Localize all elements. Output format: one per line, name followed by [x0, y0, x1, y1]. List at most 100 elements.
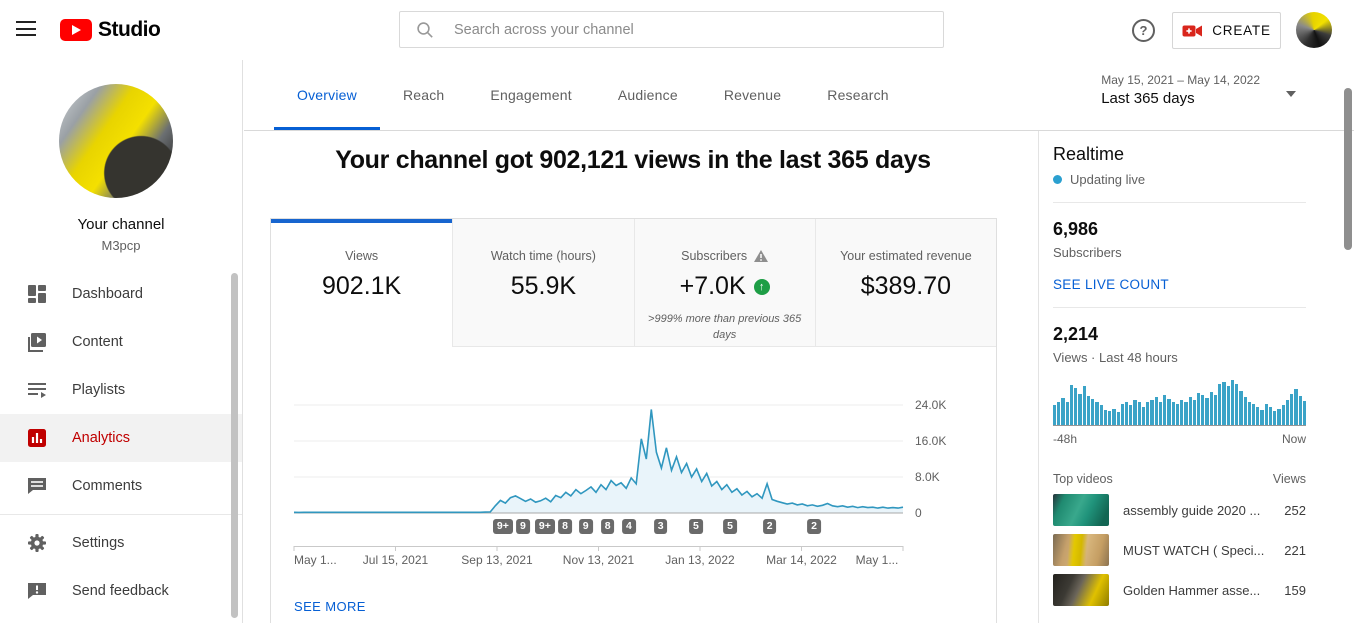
realtime-views-count: 2,214	[1053, 324, 1099, 344]
x-axis-label: Sep 13, 2021	[461, 553, 533, 567]
video-marker-chip[interactable]: 9+	[534, 519, 555, 534]
account-avatar[interactable]	[1296, 12, 1332, 48]
video-marker-chip[interactable]: 9+	[492, 519, 513, 534]
metric-card-watch-time[interactable]: Watch time (hours) 55.9K	[452, 219, 634, 347]
video-marker-chip[interactable]: 9	[578, 519, 593, 534]
page-title: Your channel got 902,121 views in the la…	[335, 146, 931, 174]
chart-video-markers: 9+ 9 9+ 8 9 8 4 3 5 5 2 2	[271, 519, 998, 536]
sidebar-scrollbar[interactable]	[231, 273, 238, 618]
sidebar-item-label: Playlists	[72, 382, 126, 398]
x-axis-label: Jan 13, 2022	[665, 553, 735, 567]
video-marker-chip[interactable]: 2	[762, 519, 777, 534]
sidebar-item-send-feedback[interactable]: Send feedback	[0, 567, 242, 615]
create-video-icon	[1182, 25, 1203, 36]
sidebar-item-analytics[interactable]: Analytics	[0, 414, 242, 462]
svg-text:0: 0	[915, 506, 922, 520]
tab-audience[interactable]: Audience	[617, 87, 678, 103]
sidebar-item-dashboard[interactable]: Dashboard	[0, 270, 242, 318]
video-thumbnail	[1053, 494, 1109, 526]
top-videos-views-header: Views	[1272, 472, 1306, 486]
x-axis-label: Jul 15, 2021	[362, 553, 429, 567]
warning-icon	[754, 250, 769, 262]
chevron-down-icon	[1286, 91, 1296, 97]
top-video-row[interactable]: assembly guide 2020 ... 252	[1053, 494, 1306, 526]
sidebar: Your channel M3pcp Dashboard Content	[0, 60, 243, 623]
metric-card-revenue[interactable]: Your estimated revenue $389.70	[814, 219, 996, 347]
realtime-panel: Realtime Updating live 6,986 Subscribers…	[1038, 131, 1321, 623]
channel-name: M3pcp	[101, 238, 141, 253]
see-more-link[interactable]: SEE MORE	[294, 599, 366, 614]
metric-card-views[interactable]: Views 902.1K	[271, 219, 453, 347]
sidebar-item-playlists[interactable]: Playlists	[0, 366, 242, 414]
chart-x-axis	[293, 546, 904, 551]
video-marker-chip[interactable]: 9	[516, 519, 530, 534]
video-marker-chip[interactable]: 8	[600, 519, 615, 534]
realtime-views-label: Views · Last 48 hours	[1053, 350, 1178, 365]
live-dot-icon	[1053, 175, 1062, 184]
help-icon[interactable]: ?	[1132, 19, 1155, 42]
video-title: Golden Hammer asse...	[1123, 582, 1261, 598]
tab-research[interactable]: Research	[827, 87, 889, 103]
sidebar-item-label: Comments	[72, 478, 143, 494]
x-axis-label: May 1...	[294, 553, 337, 567]
metric-value: 55.9K	[510, 272, 577, 300]
dashboard-icon	[26, 283, 48, 305]
top-video-row[interactable]: Golden Hammer asse... 159	[1053, 574, 1306, 606]
sidebar-item-settings[interactable]: Settings	[0, 519, 242, 567]
playlists-icon	[26, 379, 48, 401]
tab-reach[interactable]: Reach	[402, 87, 445, 103]
youtube-play-icon	[60, 19, 92, 41]
tab-engagement[interactable]: Engagement	[490, 87, 572, 103]
page-scrollbar[interactable]	[1344, 88, 1352, 250]
video-views: 252	[1284, 502, 1306, 518]
youtube-studio-logo[interactable]: Studio	[60, 18, 161, 42]
search-input[interactable]: Search across your channel	[399, 11, 944, 48]
panel-divider	[1053, 307, 1306, 308]
channel-avatar[interactable]	[59, 84, 173, 198]
sidebar-item-label: Send feedback	[72, 583, 169, 599]
sidebar-item-label: Settings	[72, 535, 125, 551]
analytics-tabbar: Overview Reach Engagement Audience Reven…	[244, 60, 1354, 131]
realtime-subscribers-label: Subscribers	[1053, 245, 1122, 260]
realtime-bar-chart	[1053, 380, 1307, 426]
svg-text:8.0K: 8.0K	[915, 470, 940, 484]
video-marker-chip[interactable]: 4	[622, 519, 636, 534]
create-button[interactable]: CREATE	[1172, 12, 1281, 49]
realtime-axis-left: -48h	[1053, 432, 1078, 446]
video-marker-chip[interactable]: 3	[653, 519, 668, 534]
comments-icon	[26, 475, 48, 497]
arrow-up-icon: ↑	[753, 278, 770, 295]
search-icon	[417, 21, 433, 38]
svg-text:24.0K: 24.0K	[915, 398, 946, 412]
x-axis-label: May 1...	[855, 553, 899, 567]
video-marker-chip[interactable]: 5	[723, 519, 737, 534]
svg-text:16.0K: 16.0K	[915, 434, 946, 448]
tab-overview[interactable]: Overview	[274, 60, 380, 130]
metric-card-subscribers[interactable]: Subscribers +7.0K ↑ >999% more than prev…	[633, 219, 815, 347]
sidebar-item-content[interactable]: Content	[0, 318, 242, 366]
video-marker-chip[interactable]: 2	[807, 519, 821, 534]
metric-label: Subscribers	[681, 249, 748, 263]
x-axis-label: Mar 14, 2022	[766, 553, 837, 567]
video-thumbnail	[1053, 574, 1109, 606]
top-video-row[interactable]: MUST WATCH ( Speci... 221	[1053, 534, 1306, 566]
date-range-selector[interactable]: May 15, 2021 – May 14, 2022 Last 365 day…	[1101, 73, 1296, 107]
video-thumbnail	[1053, 534, 1109, 566]
sidebar-item-label: Dashboard	[72, 286, 143, 302]
metric-value: 902.1K	[322, 272, 402, 300]
analytics-icon	[26, 427, 48, 449]
see-live-count-link[interactable]: SEE LIVE COUNT	[1053, 277, 1169, 292]
tab-revenue[interactable]: Revenue	[723, 87, 782, 103]
metric-cards-row: Views 902.1K Watch time (hours) 55.9K Su…	[271, 219, 996, 347]
metric-label: Your estimated revenue	[840, 249, 972, 263]
sidebar-item-comments[interactable]: Comments	[0, 462, 242, 510]
views-chart-svg: 0 8.0K 16.0K 24.0K	[293, 398, 946, 520]
metric-label: Views	[345, 249, 379, 263]
video-marker-chip[interactable]: 5	[689, 519, 703, 534]
hamburger-menu-icon[interactable]	[16, 21, 36, 39]
channel-title: Your channel	[77, 216, 165, 233]
video-marker-chip[interactable]: 8	[558, 519, 572, 534]
chart-x-labels: May 1... Jul 15, 2021 Sep 13, 2021 Nov 13, …	[271, 553, 998, 567]
top-bar: Studio Search across your channel ? CREA…	[0, 0, 1354, 60]
search-placeholder: Search across your channel	[454, 21, 634, 38]
